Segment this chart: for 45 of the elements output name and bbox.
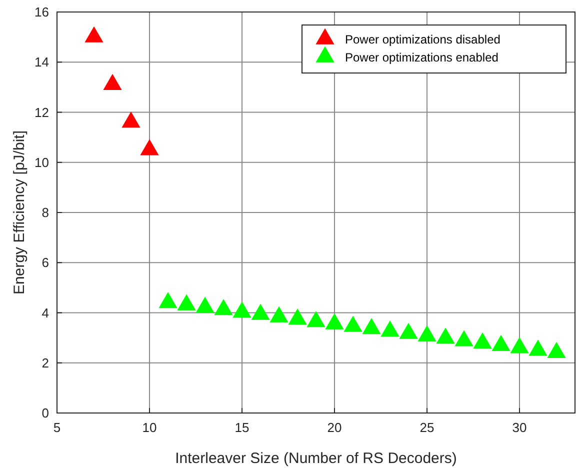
x-axis-title: Interleaver Size (Number of RS Decoders) xyxy=(175,450,457,467)
point xyxy=(214,298,233,316)
x-tick-label: 10 xyxy=(142,420,157,435)
point xyxy=(158,292,178,308)
point xyxy=(547,342,566,358)
point xyxy=(232,302,252,318)
x-tick-label: 20 xyxy=(327,420,342,435)
point xyxy=(288,308,307,325)
point xyxy=(473,332,492,348)
legend-label: Power optimizations enabled xyxy=(345,50,498,64)
legend-label: Power optimizations disabled xyxy=(345,32,500,46)
point xyxy=(177,294,196,310)
y-tick-label: 14 xyxy=(34,54,49,70)
y-tick-label: 2 xyxy=(42,355,49,370)
point xyxy=(325,313,344,330)
point xyxy=(84,26,104,42)
y-tick-label: 10 xyxy=(34,154,49,170)
point xyxy=(196,296,214,313)
point xyxy=(418,325,436,342)
point xyxy=(399,322,418,339)
x-tick-label: 5 xyxy=(53,420,61,435)
point xyxy=(122,112,140,128)
x-tick-label: 15 xyxy=(234,420,250,435)
y-axis-title: Energy Efficiency [pJ/bit] xyxy=(11,130,28,294)
y-tick-label: 0 xyxy=(42,406,49,420)
y-tick-label: 4 xyxy=(42,305,49,320)
point xyxy=(492,334,510,351)
point xyxy=(270,306,288,322)
point xyxy=(436,328,455,344)
point xyxy=(454,330,474,346)
point xyxy=(251,304,270,320)
y-tick-label: 12 xyxy=(34,104,49,120)
point xyxy=(103,74,122,90)
x-tick-label: 30 xyxy=(512,420,527,435)
x-tick-label: 25 xyxy=(420,420,434,435)
y-tick-label: 16 xyxy=(34,4,49,20)
point xyxy=(380,320,400,337)
point xyxy=(140,139,159,156)
point xyxy=(362,318,381,334)
point xyxy=(510,337,529,354)
point xyxy=(528,340,548,356)
point xyxy=(306,311,326,328)
point xyxy=(344,316,362,332)
y-tick-label: 8 xyxy=(42,205,49,220)
y-tick-label: 6 xyxy=(42,255,49,270)
